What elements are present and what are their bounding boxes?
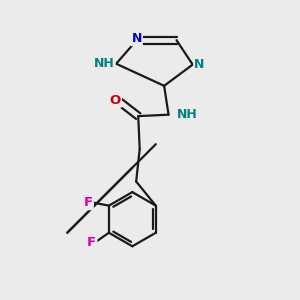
- Text: N: N: [194, 58, 205, 71]
- Text: N: N: [132, 32, 142, 45]
- Text: NH: NH: [94, 57, 115, 70]
- Text: F: F: [84, 196, 93, 209]
- Text: O: O: [110, 94, 121, 107]
- Text: NH: NH: [177, 108, 197, 121]
- Text: F: F: [87, 236, 96, 249]
